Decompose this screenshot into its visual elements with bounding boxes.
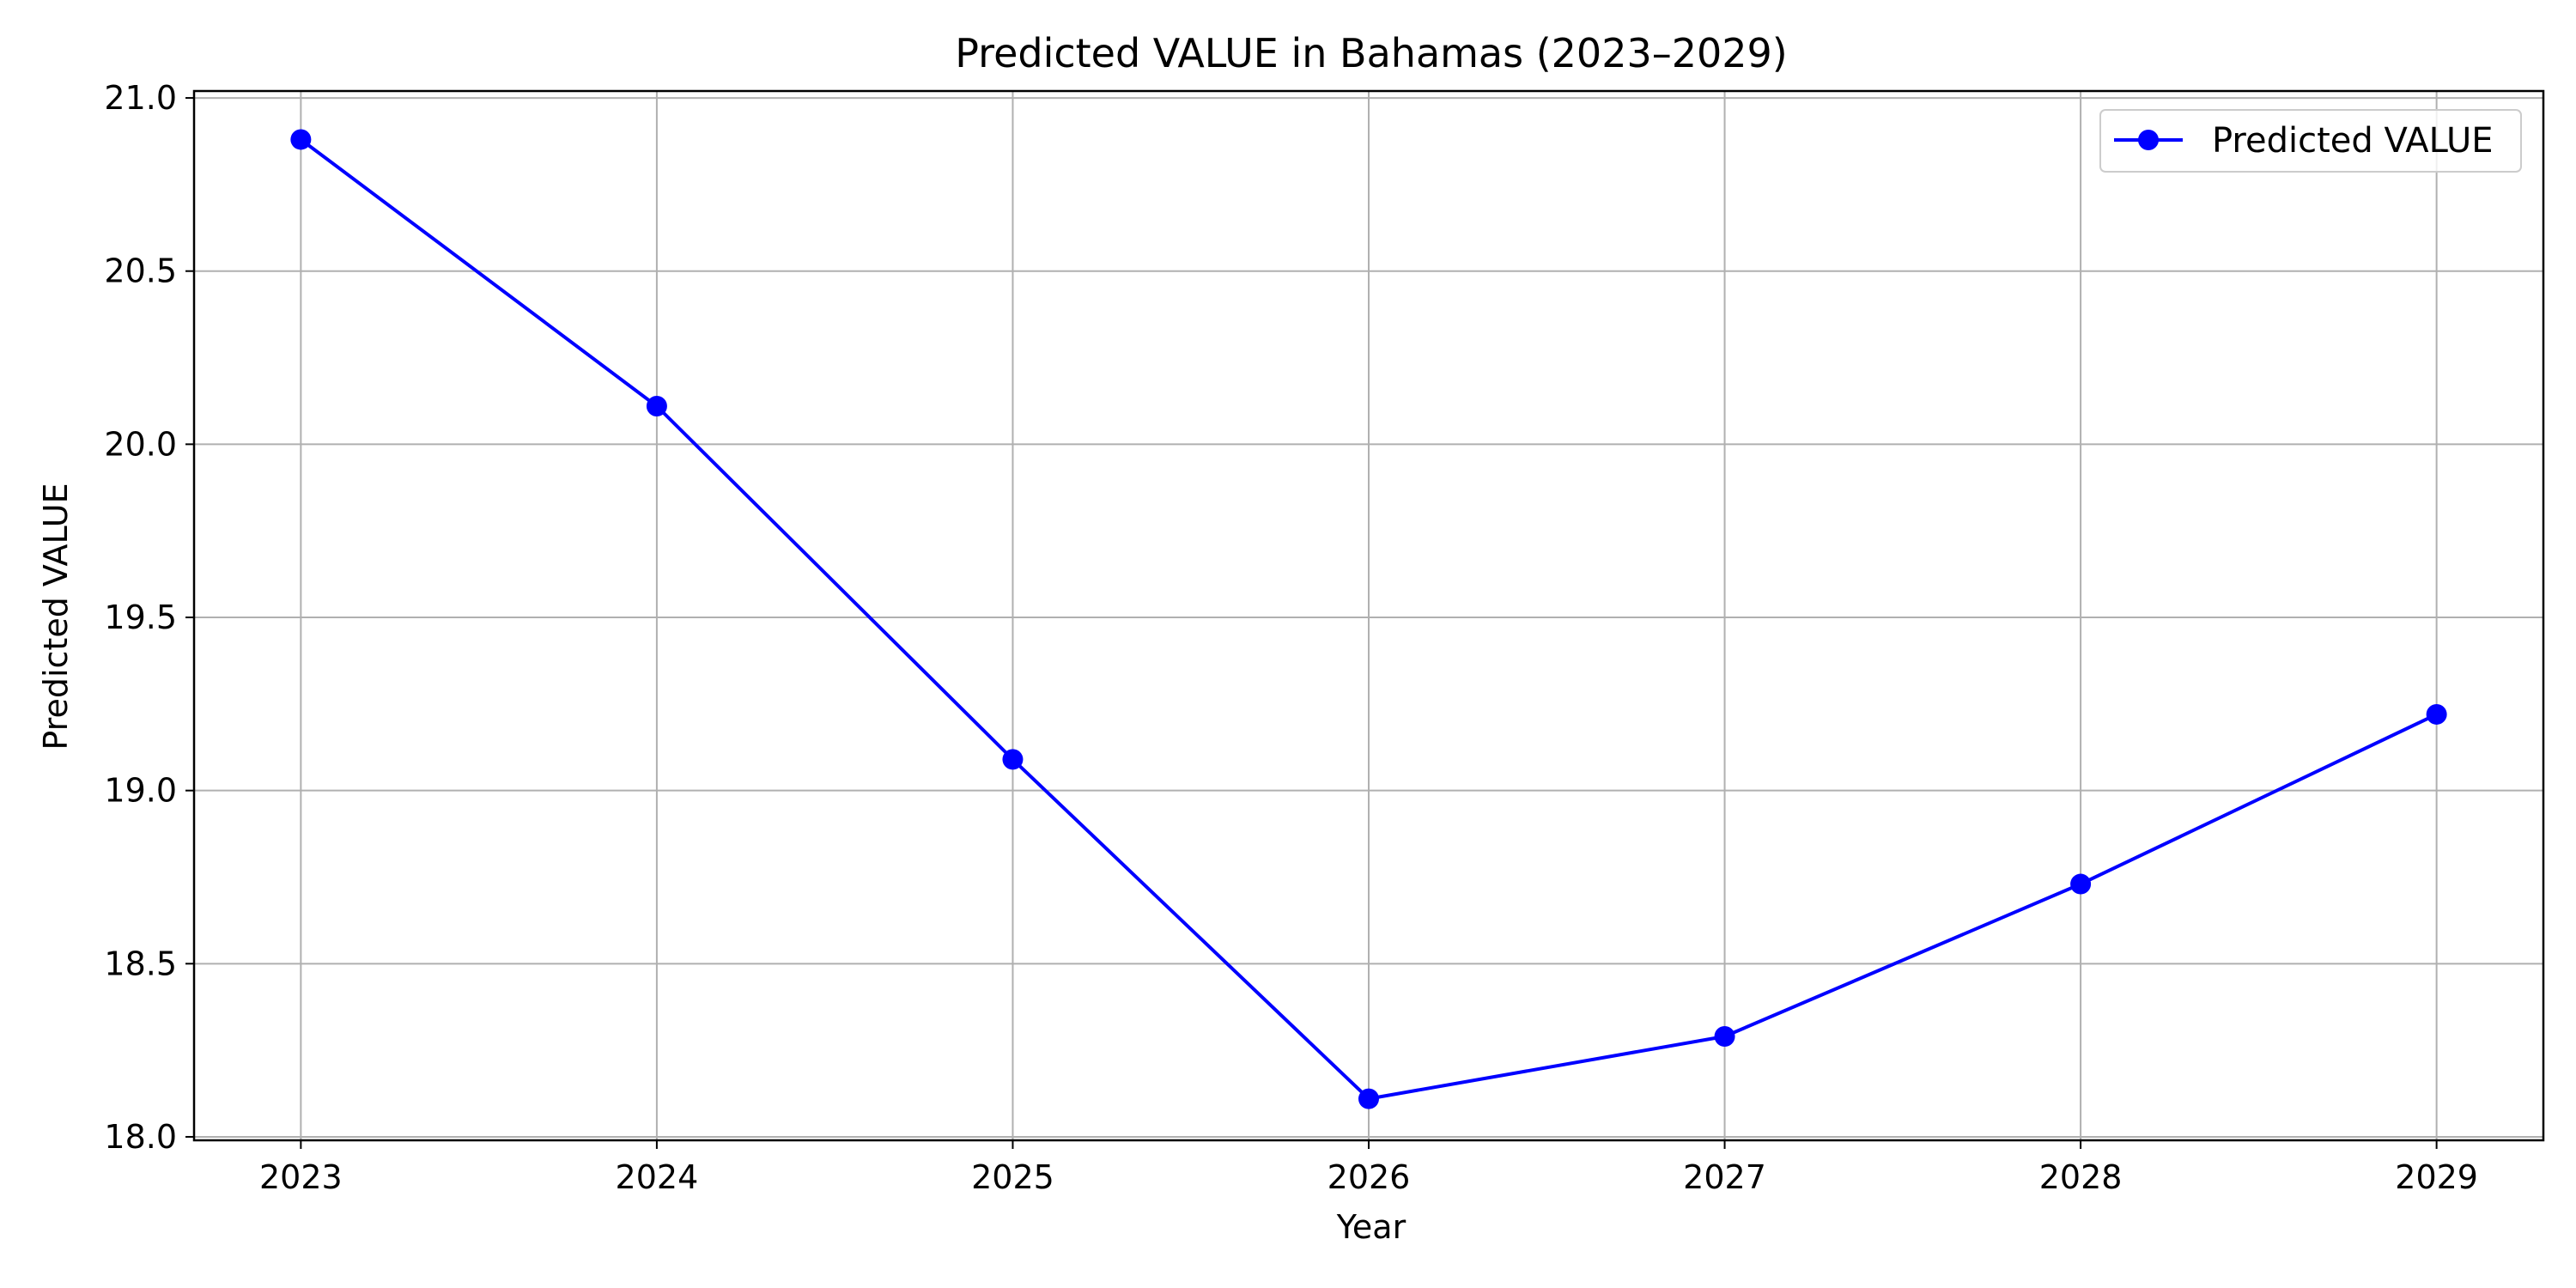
data-point xyxy=(290,129,312,150)
y-axis-label: Predicted VALUE xyxy=(37,483,75,750)
x-tick-label: 2024 xyxy=(616,1158,699,1196)
legend-box xyxy=(2099,109,2522,173)
y-tick-label: 21.0 xyxy=(104,79,177,117)
series-layer xyxy=(290,129,2447,1109)
y-axis-ticks: 18.0 18.5 19.0 19.5 20.0 20.5 21.0 xyxy=(104,79,194,1156)
y-tick-label: 19.0 xyxy=(104,772,177,810)
data-point xyxy=(2426,703,2447,725)
legend: Predicted VALUE xyxy=(2099,109,2522,173)
legend-label: Predicted VALUE xyxy=(2212,121,2494,161)
y-tick-label: 18.5 xyxy=(104,945,177,982)
x-tick-label: 2023 xyxy=(259,1158,343,1196)
x-axis-label: Year xyxy=(1336,1208,1406,1246)
data-point xyxy=(646,396,667,417)
x-tick-label: 2028 xyxy=(2039,1158,2123,1196)
data-point xyxy=(2070,873,2092,895)
chart-title: Predicted VALUE in Bahamas (2023–2029) xyxy=(955,30,1788,76)
x-tick-label: 2029 xyxy=(2395,1158,2478,1196)
data-point xyxy=(1714,1026,1735,1048)
data-point xyxy=(1002,749,1024,770)
y-tick-label: 20.0 xyxy=(104,425,177,463)
legend-marker xyxy=(2138,130,2159,150)
y-tick-label: 18.0 xyxy=(104,1118,177,1156)
data-point xyxy=(1358,1088,1379,1109)
x-tick-label: 2026 xyxy=(1327,1158,1411,1196)
grid-lines xyxy=(194,91,2543,1140)
x-tick-label: 2025 xyxy=(971,1158,1054,1196)
x-axis-ticks: 2023 2024 2025 2026 2027 2028 2029 xyxy=(259,1140,2478,1196)
y-tick-label: 19.5 xyxy=(104,598,177,636)
y-tick-label: 20.5 xyxy=(104,252,177,290)
x-tick-label: 2027 xyxy=(1683,1158,1766,1196)
